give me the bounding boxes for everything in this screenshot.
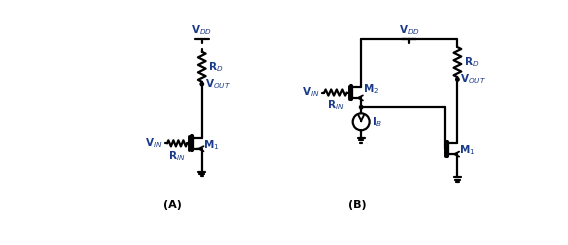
Text: R$_{IN}$: R$_{IN}$ (168, 149, 186, 162)
Circle shape (200, 82, 203, 86)
Text: V$_{IN}$: V$_{IN}$ (302, 86, 320, 99)
Text: V$_{IN}$: V$_{IN}$ (145, 136, 162, 150)
Text: R$_D$: R$_D$ (208, 60, 223, 74)
Text: V$_{OUT}$: V$_{OUT}$ (205, 77, 231, 91)
Text: R$_D$: R$_D$ (463, 55, 479, 69)
Text: (B): (B) (348, 200, 366, 210)
Circle shape (360, 106, 363, 109)
Text: M$_2$: M$_2$ (363, 83, 379, 96)
Text: M$_1$: M$_1$ (203, 138, 220, 152)
Text: V$_{DD}$: V$_{DD}$ (191, 23, 212, 37)
Circle shape (456, 78, 459, 81)
Text: V$_{OUT}$: V$_{OUT}$ (461, 73, 487, 86)
Text: M$_1$: M$_1$ (459, 143, 475, 157)
Text: I$_B$: I$_B$ (372, 115, 382, 129)
Text: V$_{DD}$: V$_{DD}$ (399, 23, 420, 37)
Text: (A): (A) (163, 200, 182, 210)
Text: R$_{IN}$: R$_{IN}$ (327, 98, 344, 112)
